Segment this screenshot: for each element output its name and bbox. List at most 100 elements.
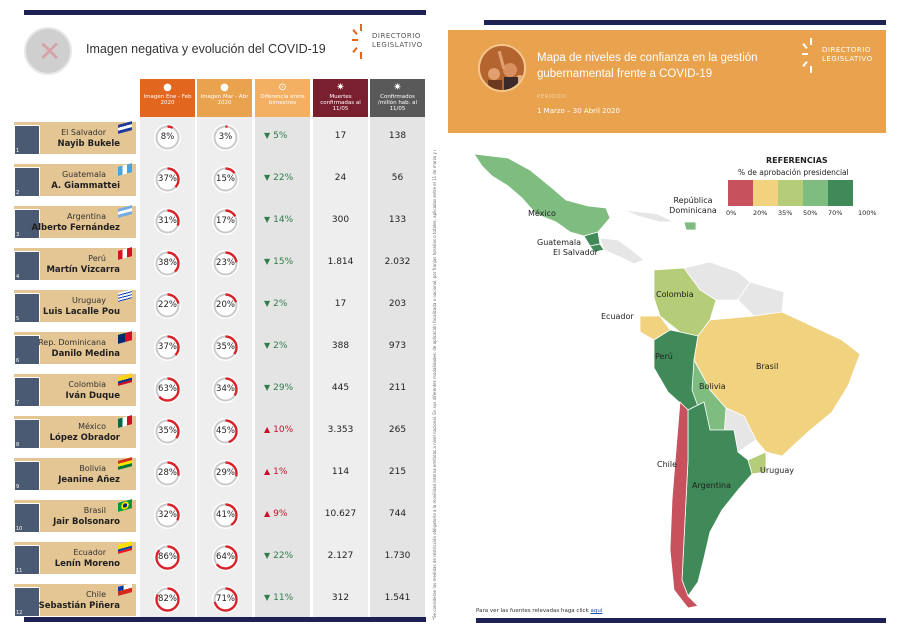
deaths-value: 17 [334,131,347,141]
legend-swatch [828,180,853,206]
legend-tick: 0% [726,209,737,217]
cases-per-million-value: 215 [388,467,407,477]
cases-per-million-value: 265 [388,425,407,435]
table-row: 10 Brasil Jair Bolsonaro 32% 41% ▲ 9% 10.627 744 [0,495,440,537]
country-name: Ecuador [73,548,106,557]
leader-photo: 11 [14,545,40,575]
legend-swatch [753,180,778,206]
no-gathering-icon [24,27,72,75]
deaths-value: 445 [331,383,350,393]
difference-value: ▼ 2% [264,341,288,351]
cases-per-million-value: 973 [388,341,407,351]
top-divider [24,10,426,15]
column-background [313,117,368,622]
virus-icon: ✷ [336,82,345,93]
arrow-down-icon: ▼ [264,173,271,182]
deaths-value: 388 [331,341,350,351]
cases-per-million-value: 211 [388,383,407,393]
table-row: 7 Colombia Iván Duque 63% 34% ▼ 29% 445 211 [0,369,440,411]
legend-tick: 70% [828,209,843,217]
image-jan-feb-ring: 38% [154,250,181,277]
difference-value: ▼ 2% [264,299,288,309]
leader-photo: 9 [14,461,40,491]
deaths-value: 3.353 [327,425,354,435]
source-link[interactable]: aquí [590,608,603,614]
image-jan-feb-ring: 37% [154,334,181,361]
difference-value: ▼ 14% [264,215,294,225]
right-bottom-divider [476,618,886,623]
image-jan-feb-ring: 22% [154,292,181,319]
country-name: Chile [85,590,106,599]
column-header: ✷ Muertes confirmadas al 11/05 [313,79,368,117]
map-label-mexico: México [528,209,556,218]
deaths-value: 300 [331,215,350,225]
leader-label-box: 12 Chile Sebastián Piñera [14,583,136,617]
directorio-logo-right[interactable]: DIRECTORIO LEGISLATIVO [800,36,872,76]
difference-value: ▼ 22% [264,173,294,183]
map-label-ecuador: Ecuador [601,312,634,321]
country-name: Guatemala [61,170,106,179]
directorio-logo[interactable]: DIRECTORIO LEGISLATIVO [350,22,422,62]
image-jan-feb-ring: 8% [154,124,181,151]
crowd-photo [478,44,526,92]
country-flag-icon [118,121,132,134]
bottom-divider [24,617,426,622]
leader-name: Martín Vizcarra [46,265,120,275]
arrow-down-icon: ▼ [264,215,271,224]
image-mar-apr-ring: 15% [212,166,239,193]
map-region-central-america-other [599,237,645,265]
country-name: Brasil [83,506,106,515]
left-title: Imagen negativa y evolución del COVID-19 [86,42,326,56]
cases-per-million-value: 744 [388,509,407,519]
source-note: Para ver las fuentes relevadas haga clic… [476,608,603,614]
arrow-down-icon: ▼ [264,257,271,266]
country-flag-icon [118,415,132,428]
periodo-value: 1 Marzo – 30 Abril 2020 [537,107,620,115]
cases-per-million-value: 1.541 [384,593,411,603]
legend-swatch [728,180,753,206]
map-label-argentina: Argentina [692,481,732,490]
image-mar-apr-ring: 45% [212,418,239,445]
legend-tick: 35% [778,209,793,217]
table-row: 3 Argentina Alberto Fernández 31% 17% ▼ 14% 300… [0,201,440,243]
country-flag-icon [118,373,132,386]
arrow-up-icon: ▲ [264,425,271,434]
compare-icon: ⊙ [278,82,287,93]
country-name: El Salvador [61,128,106,137]
deaths-value: 1.814 [327,257,354,267]
map-label-peru: Perú [655,352,673,361]
column-header-label: Muertes confirmadas al 11/05 [320,94,361,112]
leader-label-box: 8 México López Obrador [14,415,136,449]
table-row: 11 Ecuador Lenín Moreno 86% 64% ▼ 22% 2.127 1.73… [0,537,440,579]
leader-photo: 1 [14,125,40,155]
image-jan-feb-ring: 31% [154,208,181,235]
leader-label-box: 10 Brasil Jair Bolsonaro [14,499,136,533]
legend-subtitle: % de aprobación presidencial [738,168,849,177]
deaths-value: 10.627 [324,509,357,519]
cases-per-million-value: 1.730 [384,551,411,561]
map-label-guatemala: Guatemala [537,238,582,247]
column-background [197,117,252,622]
country-name: Uruguay [72,296,106,305]
leader-photo: 12 [14,587,40,617]
country-name: Perú [88,254,106,263]
image-jan-feb-ring: 63% [154,376,181,403]
arrow-up-icon: ▲ [264,467,271,476]
leader-photo: 2 [14,167,40,197]
leader-name: Alberto Fernández [31,223,120,233]
leader-name: Iván Duque [65,391,120,401]
map-label-bolivia: Bolivia [699,382,726,391]
person-icon: ● [220,82,229,93]
image-mar-apr-ring: 20% [212,292,239,319]
cases-per-million-value: 56 [391,173,404,183]
deaths-value: 2.127 [327,551,354,561]
column-header-label: Imagen Ene - Feb 2020 [143,94,192,106]
cases-per-million-value: 138 [388,131,407,141]
image-jan-feb-ring: 82% [154,586,181,613]
leader-photo: 4 [14,251,40,281]
legend-tick: 100% [858,209,877,217]
leader-photo: 8 [14,419,40,449]
leader-label-box: 9 Bolivia Jeanine Añez [14,457,136,491]
leader-label-box: 6 Rep. Dominicana Danilo Medina [14,331,136,365]
country-flag-icon [118,163,132,176]
